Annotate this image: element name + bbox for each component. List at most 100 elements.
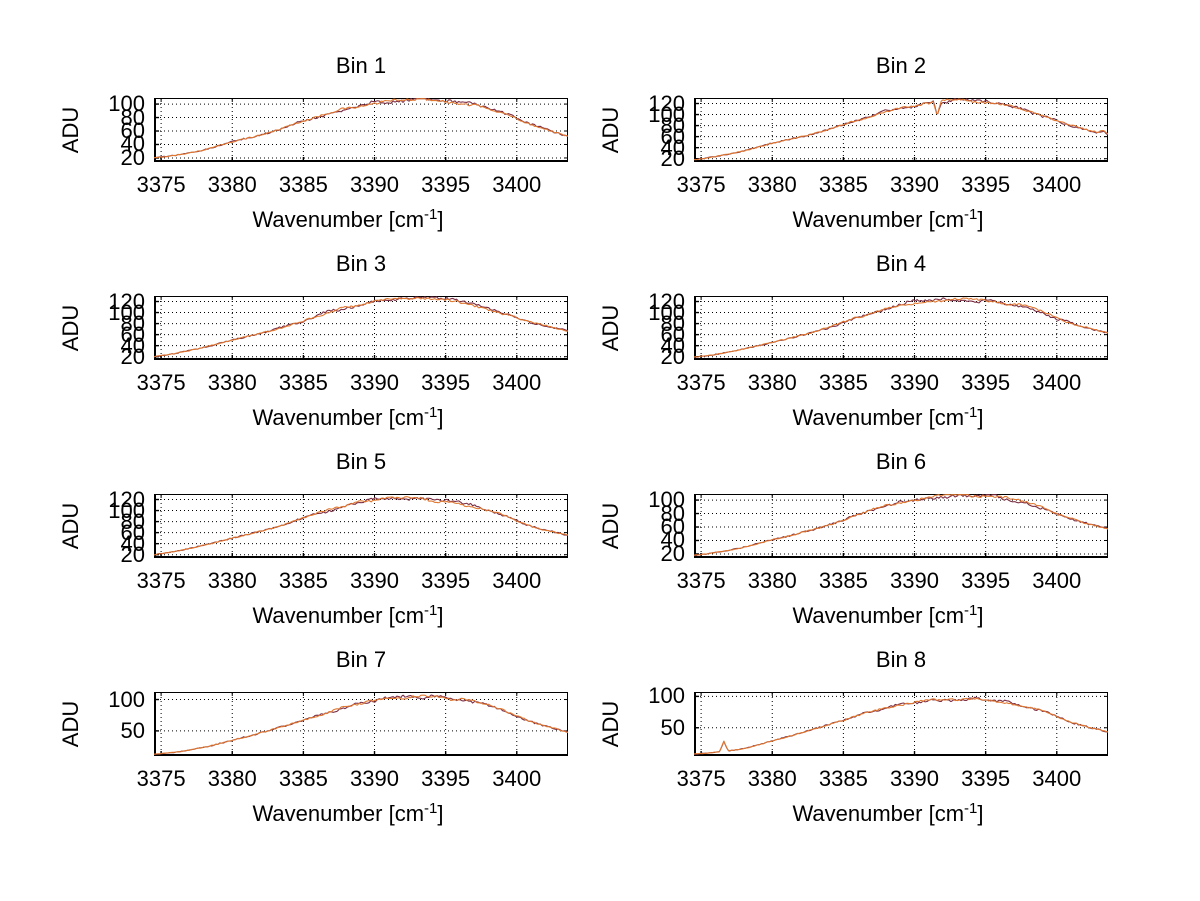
y-tick-label: 120 [648, 288, 685, 314]
x-axis-label-superscript: -1 [964, 602, 978, 619]
subplot-bin-3: Bin 3 ADU 20 40 60 80 100 120 3375 3380 3385 3390 33… [58, 252, 568, 430]
x-tick-label: 3385 [818, 568, 868, 593]
subplot-bin-1: Bin 1 ADU 20 40 60 80 100 3375 3380 3385 3390 3395 3… [58, 54, 568, 232]
x-tick-label: 3380 [747, 568, 797, 593]
y-tick-label: 120 [108, 486, 145, 512]
x-tick-label: 3375 [136, 766, 186, 791]
spectrum-line-orange [154, 296, 568, 358]
x-axis-label: Wavenumber [cm-1] [141, 602, 555, 632]
y-axis-label: ADU [598, 304, 623, 352]
grid [696, 297, 1107, 359]
x-axis-label-text: Wavenumber [cm [792, 603, 965, 628]
axis-ticks [694, 692, 1108, 756]
x-tick-label: 3390 [890, 766, 939, 791]
plot-title: Bin 2 [875, 53, 927, 78]
y-tick-label: 20 [120, 144, 145, 170]
x-axis-label-bracket: ] [437, 207, 444, 232]
x-tick-label: 3395 [961, 766, 1011, 791]
grid [156, 495, 567, 557]
y-tick-label: 60 [120, 321, 145, 347]
subplot-bin-7: Bin 7 ADU 50 100 3375 3380 3385 3390 3395 3400 Wav… [58, 648, 568, 826]
y-axis-label: ADU [58, 502, 83, 550]
plot-canvas [694, 494, 1108, 558]
x-tick-label: 3395 [961, 172, 1011, 197]
x-tick-label: 3375 [136, 172, 186, 197]
x-tick-label: 3385 [278, 370, 328, 395]
x-tick-label: 3385 [818, 766, 868, 791]
plot-canvas [694, 692, 1108, 756]
y-tick-label: 80 [660, 310, 685, 336]
x-tick-label: 3385 [278, 172, 328, 197]
y-tick-label: 80 [120, 310, 145, 336]
x-tick-label: 3400 [1032, 172, 1082, 197]
x-tick-label: 3400 [492, 568, 542, 593]
axis-frame [694, 296, 1108, 360]
y-tick-label: 20 [120, 541, 145, 567]
x-tick-label: 3385 [278, 568, 328, 593]
x-axis-label: Wavenumber [cm-1] [141, 404, 555, 434]
y-tick-label: 60 [660, 321, 685, 347]
x-tick-label: 3395 [421, 172, 471, 197]
x-axis-label-text: Wavenumber [cm [252, 405, 425, 430]
x-tick-label: 3390 [350, 568, 399, 593]
y-tick-label: 40 [660, 134, 685, 160]
y-tick-label: 20 [660, 343, 685, 369]
subplot-bin-8: Bin 8 ADU 50 100 3375 3380 3385 3390 3395 3400 Wav… [598, 648, 1108, 826]
x-tick-label: 3395 [421, 568, 471, 593]
x-axis-label-text: Wavenumber [cm [792, 801, 965, 826]
x-axis-label-text: Wavenumber [cm [252, 207, 425, 232]
plot-title: Bin 8 [875, 647, 927, 672]
x-tick-label: 3375 [676, 766, 726, 791]
x-tick-label: 3395 [421, 370, 471, 395]
x-tick-label: 3400 [1032, 370, 1082, 395]
y-axis-label: ADU [58, 304, 83, 352]
plot-canvas [154, 296, 568, 360]
spectrum-line-orange [154, 694, 568, 755]
x-axis-label: Wavenumber [cm-1] [141, 800, 555, 830]
y-tick-label: 40 [120, 530, 145, 556]
x-tick-label: 3390 [350, 172, 399, 197]
x-tick-label: 3380 [747, 172, 797, 197]
y-tick-label: 50 [660, 714, 685, 740]
x-tick-label: 3385 [818, 370, 868, 395]
spectrum-line-dark [694, 297, 1108, 358]
x-axis-label: Wavenumber [cm-1] [141, 206, 555, 236]
axis-ticks [694, 296, 1108, 360]
grid [696, 693, 1107, 755]
y-tick-label: 40 [120, 131, 145, 157]
plot-title: Bin 7 [335, 647, 387, 672]
x-tick-label: 3400 [492, 172, 542, 197]
x-tick-label: 3390 [890, 568, 939, 593]
spectrum-line-orange [694, 697, 1108, 755]
x-tick-label: 3380 [207, 766, 257, 791]
axis-frame [154, 296, 568, 360]
subplot-bin-5: Bin 5 ADU 20 40 60 80 100 120 3375 3380 3385 3390 33… [58, 450, 568, 628]
x-tick-label: 3390 [890, 370, 939, 395]
plot-canvas [154, 98, 568, 162]
y-tick-label: 20 [660, 540, 685, 566]
x-axis-label-bracket: ] [977, 801, 984, 826]
y-tick-label: 60 [120, 118, 145, 143]
grid [696, 495, 1107, 557]
axis-ticks [154, 98, 568, 162]
x-axis-label-superscript: -1 [424, 800, 438, 817]
x-axis-label: Wavenumber [cm-1] [681, 404, 1095, 434]
spectrum-line-dark [154, 98, 568, 159]
y-axis-label: ADU [58, 106, 83, 154]
y-tick-label: 20 [660, 145, 685, 171]
x-axis-label-bracket: ] [977, 405, 984, 430]
subplot-bin-4: Bin 4 ADU 20 40 60 80 100 120 3375 3380 3385 3390 33… [598, 252, 1108, 430]
x-tick-label: 3390 [890, 172, 939, 197]
axis-frame [694, 494, 1108, 558]
spectrum-line-orange [694, 98, 1108, 161]
x-tick-label: 3375 [676, 172, 726, 197]
plot-title: Bin 1 [335, 53, 387, 78]
spectrum-line-orange [694, 494, 1108, 556]
y-tick-label: 80 [120, 508, 145, 534]
spectrum-line-orange [694, 297, 1108, 358]
grid [156, 297, 567, 359]
x-tick-label: 3390 [350, 766, 399, 791]
axis-frame [154, 692, 568, 756]
x-axis-label-superscript: -1 [964, 404, 978, 421]
x-axis-label-text: Wavenumber [cm [252, 801, 425, 826]
